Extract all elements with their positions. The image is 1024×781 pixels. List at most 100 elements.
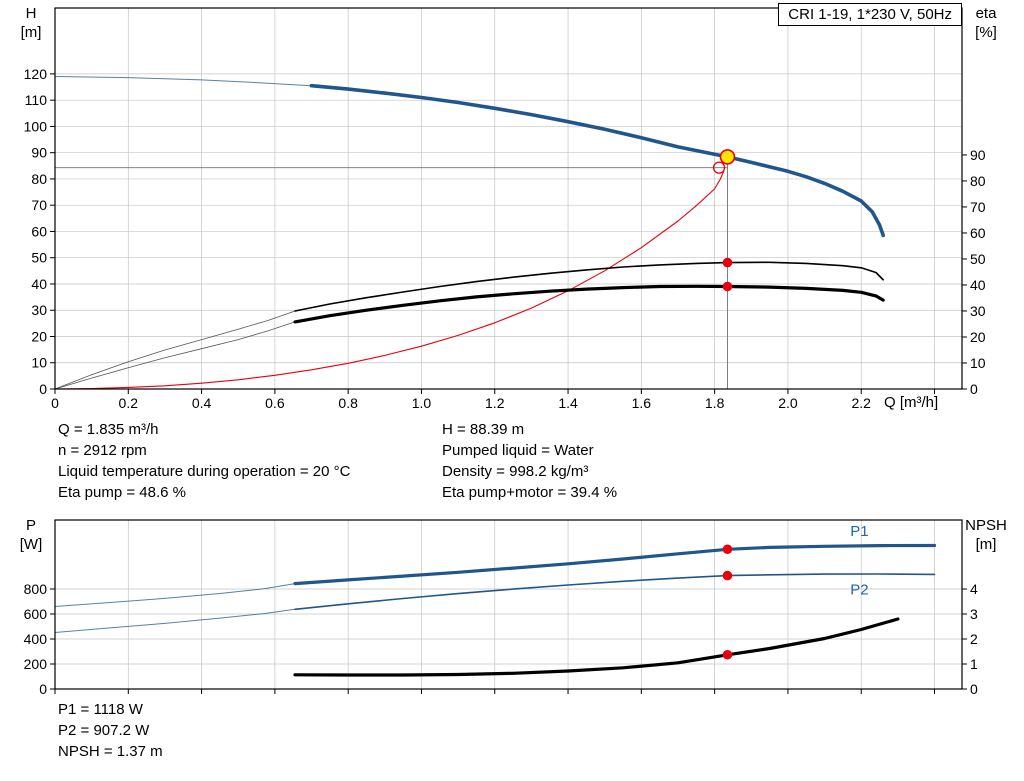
- left-tick-label: 110: [25, 92, 48, 108]
- hq-eta-chart: 0 10 20 30 40 50 60 70 80 90 100 110 120 0 10 20 30 40 50 6…: [24, 7, 986, 411]
- power-axis-unit: [W]: [19, 536, 43, 553]
- x-tick-label: 0.4: [192, 395, 212, 411]
- info-line-density: Density = 998.2 kg/m³: [442, 463, 589, 480]
- left-tick-label: 400: [24, 631, 48, 647]
- eta-pump-curve: [294, 261, 885, 312]
- right-tick-label: 0: [970, 681, 978, 697]
- head-axis-title: H [m]: [12, 4, 50, 42]
- eta-axis-unit: [%]: [975, 24, 997, 41]
- left-tick-label: 600: [24, 606, 48, 622]
- right-tick-label: 3: [970, 606, 978, 622]
- axis-ticks: [50, 73, 967, 394]
- npsh-axis-unit: [m]: [975, 536, 997, 553]
- eta-pump-duty-dot: [722, 257, 733, 268]
- plot-frame: [54, 519, 963, 690]
- info-line-speed: n = 2912 rpm: [58, 442, 147, 459]
- x-tick-label: 0.8: [338, 395, 358, 411]
- left-tick-label: 100: [24, 118, 48, 134]
- left-tick-label: 70: [31, 197, 47, 213]
- head-curve-lead: [54, 76, 312, 87]
- info-line-flow: Q = 1.835 m³/h: [58, 421, 159, 438]
- left-tick-label: 90: [31, 145, 47, 161]
- pump-model-label: CRI 1-19, 1*230 V, 50Hz: [778, 3, 962, 26]
- p1-curve: [293, 543, 937, 586]
- right-tick-label: 2: [970, 631, 978, 647]
- right-tick-label: 60: [970, 225, 986, 241]
- info-line-pumped-liquid: Pumped liquid = Water: [442, 442, 594, 459]
- left-tick-label: 50: [31, 250, 47, 266]
- x-tick-label: 2.0: [778, 395, 798, 411]
- info-line-liquid-temperature: Liquid temperature during operation = 20…: [58, 463, 351, 480]
- left-tick-label: 20: [31, 328, 47, 344]
- power-axis-symbol: P: [25, 517, 36, 534]
- left-tick-label: 10: [31, 355, 47, 371]
- result-line-p1: P1 = 1118 W: [58, 701, 143, 718]
- right-tick-label: 20: [970, 329, 986, 345]
- left-tick-label: 800: [24, 581, 48, 597]
- right-tick-label: 10: [970, 355, 986, 371]
- results-block: P1 = 1118 W P2 = 907.2 W NPSH = 1.37 m: [58, 699, 163, 762]
- eta-pump-curve-lead: [54, 310, 296, 390]
- head-axis-unit: [m]: [20, 24, 42, 41]
- x-tick-label: 1.4: [558, 395, 578, 411]
- left-tick-label: 120: [24, 66, 48, 82]
- x-tick-label: 1.8: [705, 395, 725, 411]
- left-tick-label: 200: [24, 656, 48, 672]
- head-curve: [309, 83, 886, 238]
- right-tick-label: 70: [970, 199, 986, 215]
- result-line-p2: P2 = 907.2 W: [58, 722, 150, 739]
- x-tick-label: 2.2: [851, 395, 871, 411]
- left-tick-label: 40: [31, 276, 47, 292]
- npsh-curve: [293, 617, 900, 677]
- eta-axis-symbol: eta: [975, 5, 997, 22]
- head-axis-symbol: H: [25, 5, 37, 22]
- right-tick-label: 4: [970, 581, 978, 597]
- eta-pump-motor-curve-lead: [54, 321, 296, 390]
- p2-curve-label: P2: [850, 582, 868, 599]
- duty-info-right-column: H = 88.39 m Pumped liquid = Water Densit…: [442, 419, 617, 503]
- eta-axis-title: eta [%]: [960, 4, 1012, 42]
- npsh-axis-symbol: NPSH: [965, 517, 1007, 534]
- left-tick-label: 0: [39, 681, 47, 697]
- eta-pump-motor-curve: [293, 284, 885, 324]
- eta-pump-motor-duty-dot: [722, 281, 733, 292]
- left-tick-label: 0: [39, 381, 47, 397]
- axis-ticks: [50, 588, 967, 694]
- left-tick-label: 60: [31, 223, 47, 239]
- p2-curve-lead: [54, 608, 296, 633]
- right-tick-label: 1: [970, 656, 978, 672]
- duty-info-left-column: Q = 1.835 m³/h n = 2912 rpm Liquid tempe…: [58, 419, 350, 503]
- npsh-axis-title: NPSH [m]: [956, 516, 1016, 554]
- p1-duty-dot: [722, 544, 733, 555]
- result-line-npsh: NPSH = 1.37 m: [58, 743, 163, 760]
- x-tick-label: 0: [51, 395, 59, 411]
- flow-axis-title: Q [m³/h]: [884, 394, 939, 411]
- plot-frame: [54, 7, 963, 390]
- right-tick-label: 0: [970, 381, 978, 397]
- right-tick-label: 40: [970, 277, 986, 293]
- eta-rising-curve: [54, 170, 725, 390]
- p1-curve-label: P1: [850, 523, 868, 540]
- info-line-eta-pump-motor: Eta pump+motor = 39.4 %: [442, 484, 618, 501]
- eta-duty-open-marker: [712, 161, 726, 174]
- right-tick-label: 90: [970, 147, 986, 163]
- p2-curve: [294, 573, 936, 611]
- tick-labels: 0 200 400 600 800 0 1 2 3 4: [24, 581, 978, 697]
- gridlines: [55, 8, 962, 389]
- x-tick-label: 0.2: [119, 395, 139, 411]
- npsh-duty-dot: [722, 649, 733, 660]
- right-tick-label: 80: [970, 173, 986, 189]
- right-tick-label: 30: [970, 303, 986, 319]
- info-line-head: H = 88.39 m: [442, 421, 525, 438]
- x-tick-label: 1.2: [485, 395, 505, 411]
- tick-labels: 0 10 20 30 40 50 60 70 80 90 100 110 120 0 10 20 30 40 50 6…: [24, 66, 986, 411]
- duty-point-marker: [719, 149, 736, 165]
- power-axis-title: P [W]: [12, 516, 50, 554]
- p1-curve-lead: [54, 583, 296, 607]
- x-tick-label: 0.6: [265, 395, 285, 411]
- x-tick-label: 1.0: [412, 395, 432, 411]
- info-line-eta-pump: Eta pump = 48.6 %: [58, 484, 186, 501]
- left-tick-label: 80: [31, 171, 47, 187]
- power-npsh-chart: 0 200 400 600 800 0 1 2 3 4 P1 P2: [24, 519, 978, 697]
